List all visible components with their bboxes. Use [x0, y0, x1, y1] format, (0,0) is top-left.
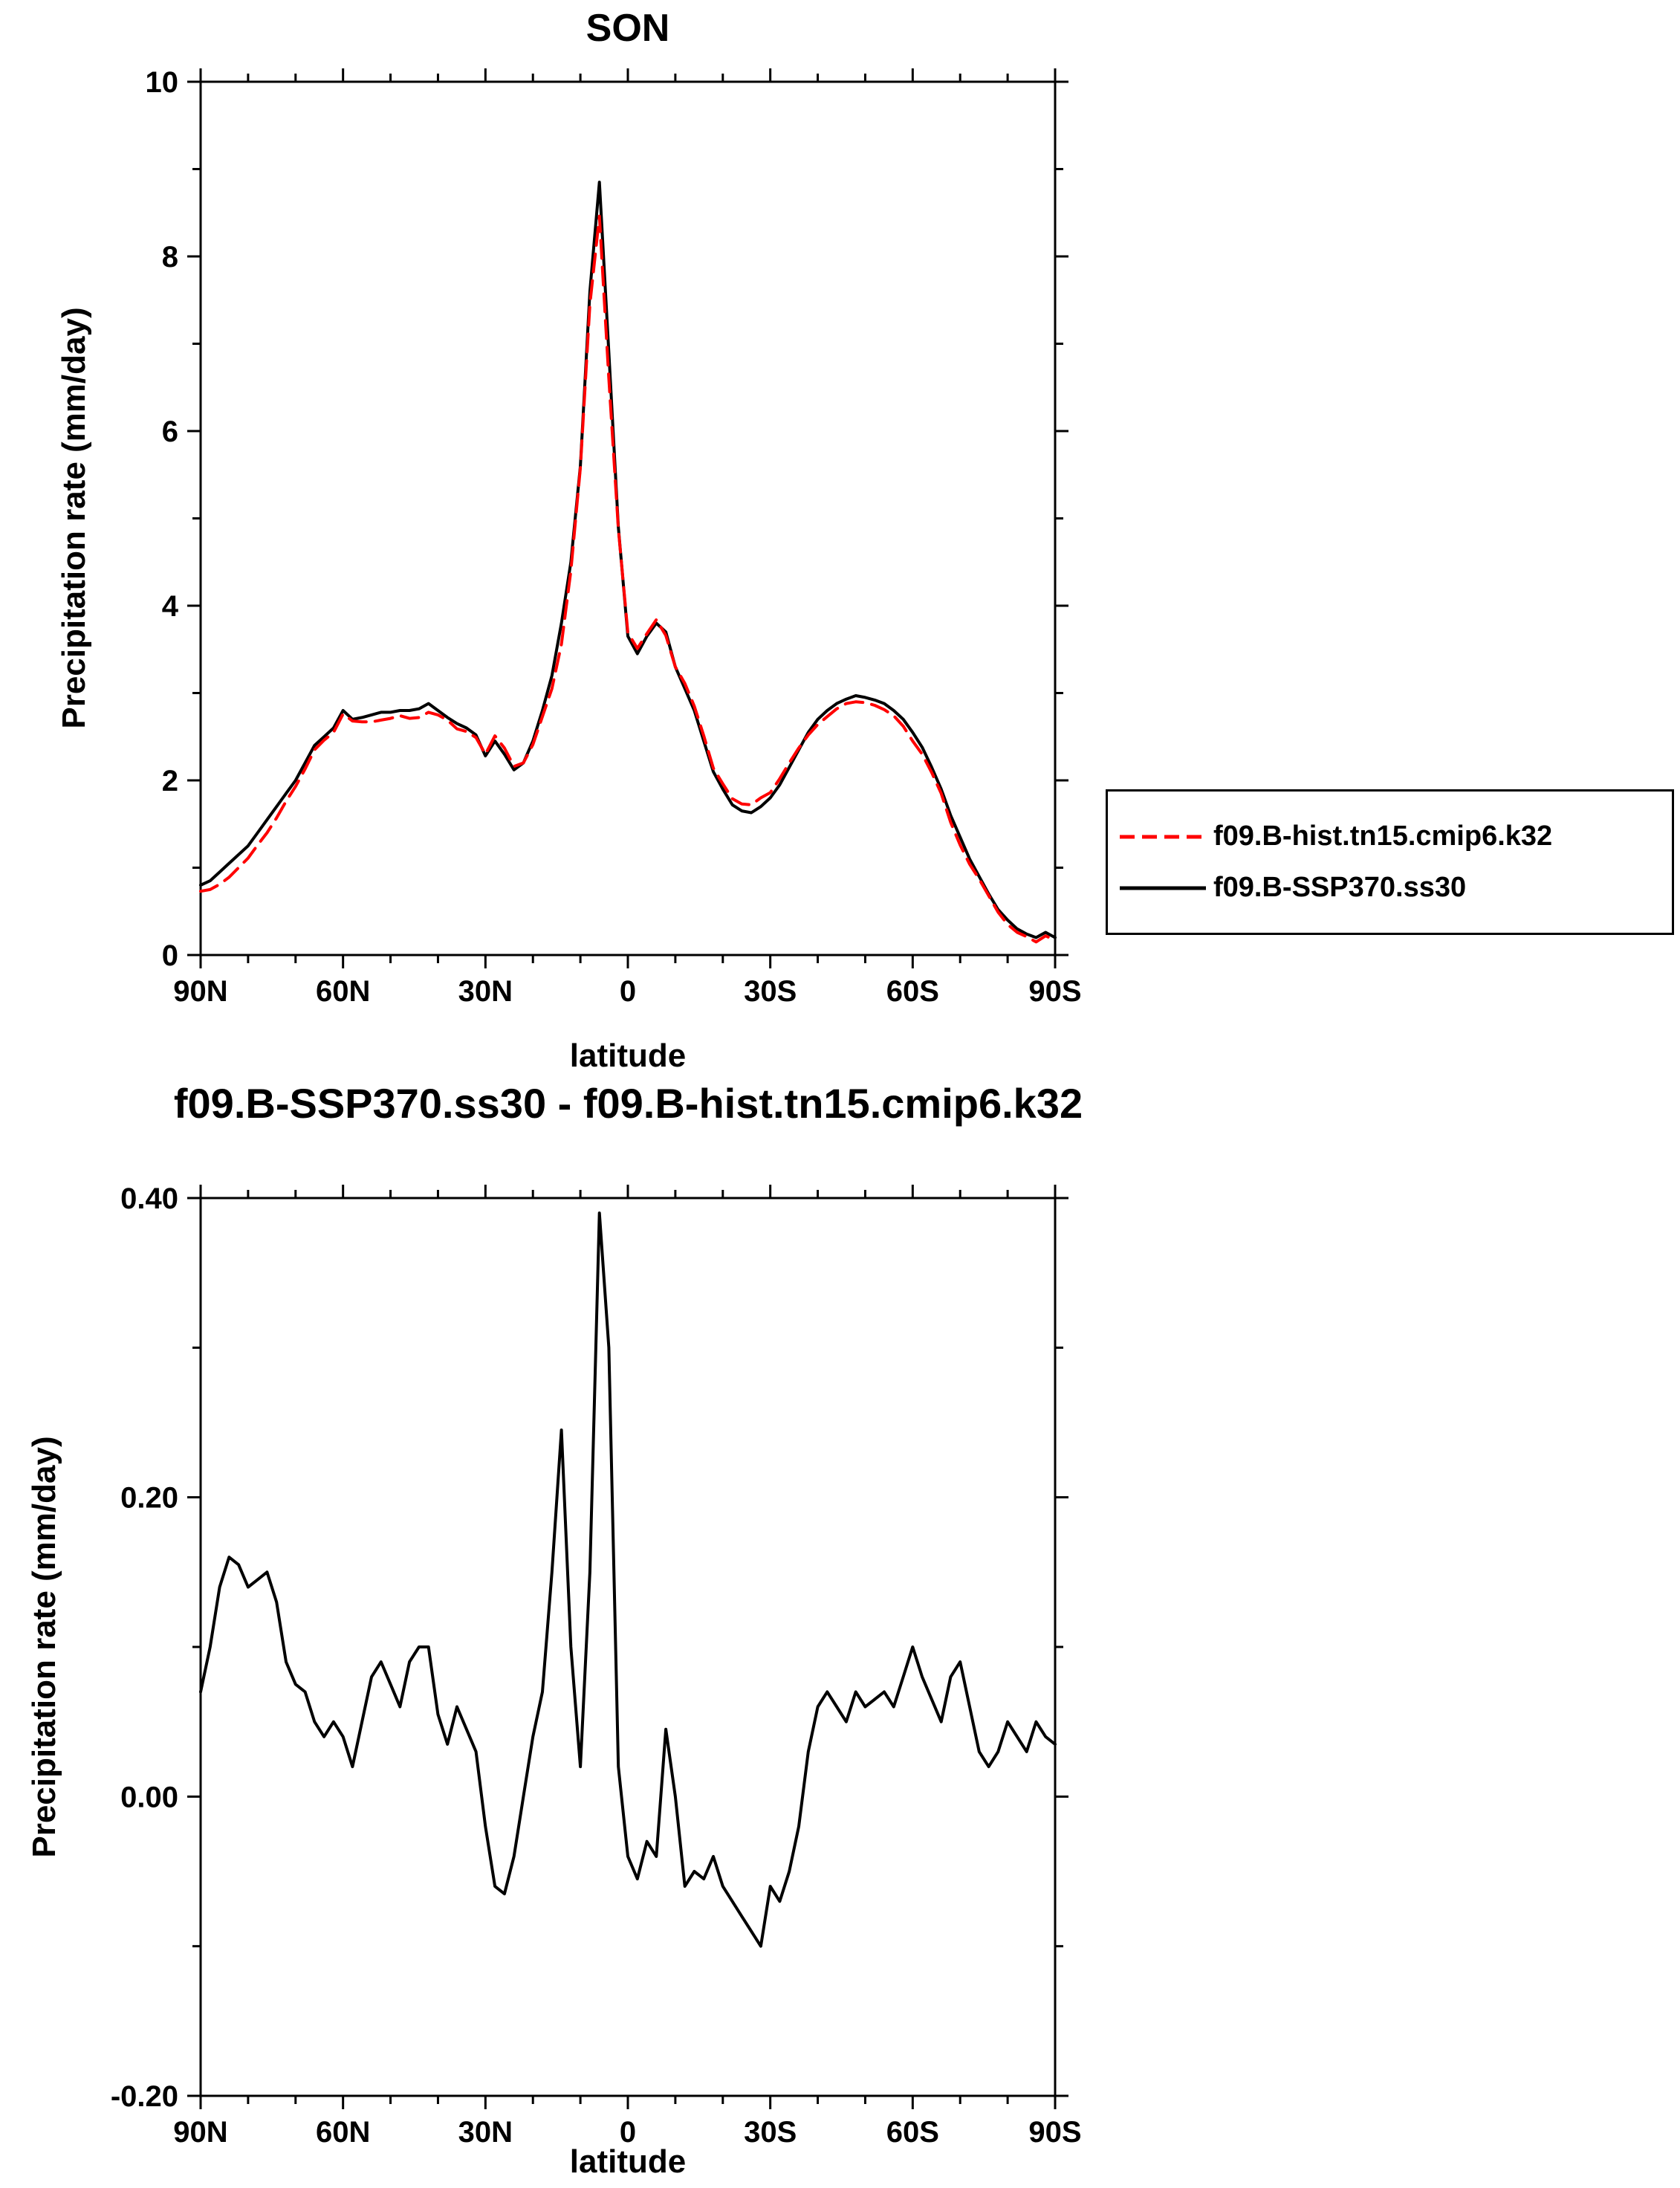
- y-tick-label: 4: [162, 590, 179, 623]
- x-tick-label: 30N: [458, 975, 513, 1008]
- chart2-title: f09.B-SSP370.ss30 - f09.B-hist.tn15.cmip…: [173, 1080, 1083, 1127]
- y-tick-label: 0.00: [120, 1781, 178, 1813]
- x-tick-label: 30S: [744, 975, 797, 1008]
- black-solid-line-icon: [1120, 886, 1206, 890]
- plot-frame: [199, 80, 1057, 957]
- x-tick-label: 60N: [316, 975, 370, 1008]
- chart1-plot: 90N 60N 30N 0 30S 60S 90S 0 2 4 6 8 10: [146, 66, 1082, 1008]
- axis-tick-labels: 90N 60N 30N 0 30S 60S 90S 0 2 4 6 8 10: [146, 66, 1082, 1008]
- legend-label-hist: f09.B-hist.tn15.cmip6.k32: [1213, 821, 1553, 852]
- y-tick-label: -0.20: [111, 2080, 178, 2113]
- x-tick-label: 0: [620, 975, 636, 1008]
- chart2-plot: 90N 60N 30N 0 30S 60S 90S -0.20 0.00 0.20 0.40: [111, 1182, 1082, 2149]
- chart1-y-axis-label: Precipitation rate (mm/day): [56, 307, 92, 729]
- series-line-f09.B-hist.tn15.cmip6.k32: [199, 214, 1057, 944]
- x-tick-label: 30N: [458, 2116, 513, 2149]
- x-tick-label: 30S: [744, 2116, 797, 2149]
- y-tick-label: 8: [162, 241, 178, 274]
- legend: f09.B-hist.tn15.cmip6.k32 f09.B-SSP370.s…: [1106, 789, 1674, 935]
- y-tick-label: 0.40: [120, 1182, 178, 1215]
- series-line-f09.B-SSP370.ss30: [199, 181, 1057, 939]
- x-tick-label: 90S: [1028, 2116, 1081, 2149]
- y-tick-label: 0.20: [120, 1482, 178, 1515]
- y-tick-label: 6: [162, 415, 178, 448]
- x-tick-label: 60S: [886, 975, 939, 1008]
- axis-tick-labels: 90N 60N 30N 0 30S 60S 90S -0.20 0.00 0.20 0.40: [111, 1182, 1082, 2149]
- x-tick-label: 60S: [886, 2116, 939, 2149]
- chart2-y-axis-label: Precipitation rate (mm/day): [26, 1436, 62, 1858]
- legend-row-hist: f09.B-hist.tn15.cmip6.k32: [1118, 821, 1672, 852]
- series-line-difference: [199, 1211, 1057, 1948]
- chart2-x-axis-label: latitude: [569, 2143, 687, 2180]
- y-tick-label: 10: [146, 66, 179, 99]
- chart1-x-axis-label: latitude: [569, 1038, 687, 1074]
- x-tick-label: 60N: [316, 2116, 370, 2149]
- x-tick-label: 90N: [173, 2116, 227, 2149]
- red-dashed-line-icon: [1120, 835, 1206, 838]
- chart1-title: SON: [586, 7, 670, 50]
- legend-label-ssp: f09.B-SSP370.ss30: [1213, 872, 1467, 903]
- y-tick-label: 2: [162, 765, 178, 797]
- axis-ticks: [187, 68, 1068, 968]
- legend-row-ssp: f09.B-SSP370.ss30: [1118, 872, 1672, 904]
- y-tick-label: 0: [162, 939, 178, 972]
- axis-ticks: [187, 1185, 1068, 2109]
- plot-frame: [199, 1197, 1057, 2097]
- x-tick-label: 0: [620, 2116, 636, 2149]
- x-tick-label: 90N: [173, 975, 227, 1008]
- x-tick-label: 90S: [1028, 975, 1081, 1008]
